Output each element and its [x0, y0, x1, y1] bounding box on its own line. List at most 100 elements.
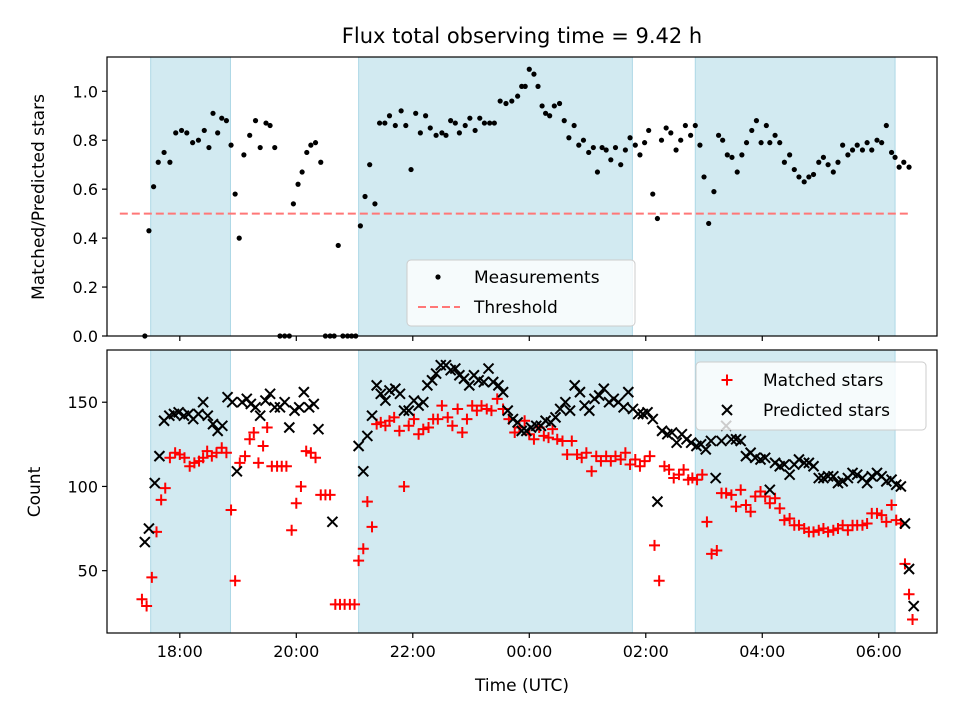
predicted-star-point	[231, 465, 243, 477]
measurement-point	[767, 140, 773, 146]
matched-star-point	[432, 413, 444, 425]
measurement-point	[206, 144, 212, 151]
matched-star-point	[730, 501, 742, 513]
matched-star-point	[164, 452, 176, 464]
measurement-point	[753, 118, 760, 124]
measurement-point	[642, 140, 648, 146]
measurement-point	[312, 140, 319, 146]
measurement-point	[561, 118, 567, 124]
matched-star-point	[876, 509, 888, 521]
measurement-point	[701, 174, 707, 180]
legend-top: Measurements Threshold	[406, 259, 636, 327]
matched-star-point	[663, 464, 675, 476]
measurement-point	[497, 98, 503, 104]
predicted-star-point	[463, 379, 475, 392]
measurement-point	[663, 125, 669, 131]
predicted-star-point	[866, 470, 878, 483]
predicted-star-point	[709, 472, 722, 484]
measurement-point	[241, 152, 247, 158]
predicted-star-point	[379, 394, 392, 407]
x-tick-label: 04:00	[739, 642, 785, 661]
measurement-point	[408, 166, 414, 173]
predicted-star-point	[715, 435, 728, 447]
measurement-point	[472, 127, 478, 134]
measurement-point	[711, 189, 717, 195]
measurement-point	[427, 125, 433, 131]
x-tick-label: 20:00	[273, 642, 319, 661]
matched-star-point	[580, 447, 592, 459]
matched-star-point	[880, 516, 892, 528]
measurement-point	[654, 215, 661, 222]
predicted-star-point	[249, 401, 262, 413]
predicted-star-point	[735, 435, 747, 447]
measurement-point	[448, 118, 454, 124]
measurement-point	[781, 159, 787, 165]
bottom-y-axis-label: Count	[25, 466, 45, 517]
x-tick-label: 02:00	[623, 642, 669, 661]
matched-star-point	[861, 518, 873, 530]
predicted-star-point	[899, 517, 911, 530]
shaded-interval-0	[150, 56, 231, 337]
matched-star-point	[735, 484, 747, 496]
predicted-star-point	[836, 475, 849, 488]
matched-star-point	[197, 452, 209, 464]
measurement-point	[150, 184, 157, 190]
matched-star-point	[257, 440, 269, 452]
measurement-point	[586, 149, 592, 156]
matched-star-point	[436, 400, 448, 412]
predicted-star-point	[851, 468, 863, 481]
predicted-star-point	[192, 408, 205, 420]
x-tick-label: 22:00	[390, 642, 436, 661]
top-panel-matched-ratio: 0.0 0.2 0.4 0.6 0.8 1.0 Measurements Threshold	[73, 56, 938, 346]
matched-star-point	[239, 450, 251, 462]
measurement-point	[236, 235, 242, 241]
matched-star-point	[286, 524, 298, 536]
matched-star-point	[561, 448, 573, 460]
legend-matched-label: Matched stars	[763, 371, 883, 391]
predicted-star-point	[207, 418, 219, 430]
measurement-point	[542, 110, 549, 116]
measurement-point	[433, 132, 439, 138]
measurement-point	[547, 113, 553, 119]
predicted-star-point	[259, 394, 272, 407]
predicted-star-point	[143, 522, 155, 535]
predicted-star-point	[375, 388, 387, 400]
x-tick-label: 18:00	[157, 642, 203, 661]
figure-title: Flux total observing time = 9.42 h	[342, 24, 702, 48]
y-tick-label: 0.0	[73, 327, 98, 346]
matched-star-point	[324, 489, 336, 501]
measurement-point	[627, 135, 633, 141]
matched-star-point	[141, 600, 153, 612]
measurement-point	[682, 122, 688, 129]
measurement-point	[599, 144, 605, 151]
predicted-star-point	[458, 372, 470, 385]
top-y-axis-label: Matched/Predicted stars	[29, 94, 49, 300]
matched-star-point	[211, 447, 223, 459]
measurement-point	[777, 140, 783, 146]
matched-star-point	[393, 425, 405, 437]
measurement-point	[849, 147, 856, 153]
predicted-star-point	[647, 413, 659, 425]
measurement-point	[551, 103, 557, 109]
measurement-point	[467, 115, 473, 121]
measurement-point	[178, 127, 185, 134]
measurement-point	[252, 118, 259, 124]
matched-star-point	[629, 453, 641, 465]
x-axis-label: Time (UTC)	[474, 676, 569, 696]
measurement-point	[637, 152, 643, 158]
predicted-star-point	[895, 480, 907, 493]
measurement-point	[413, 110, 419, 116]
measurement-point	[272, 144, 278, 151]
predicted-star-point	[705, 435, 717, 447]
predicted-star-point	[827, 470, 840, 483]
measurement-point	[888, 149, 895, 156]
predicted-star-point	[502, 404, 514, 417]
measurement-point	[673, 147, 679, 153]
axes-frame-1	[106, 349, 938, 634]
measurement-point	[594, 169, 601, 175]
matched-star-point	[778, 514, 790, 526]
predicted-star-point	[254, 409, 266, 422]
matched-star-point	[615, 453, 627, 465]
predicted-star-point	[583, 404, 595, 417]
legend-bottom: Matched stars Predicted stars	[695, 361, 927, 431]
